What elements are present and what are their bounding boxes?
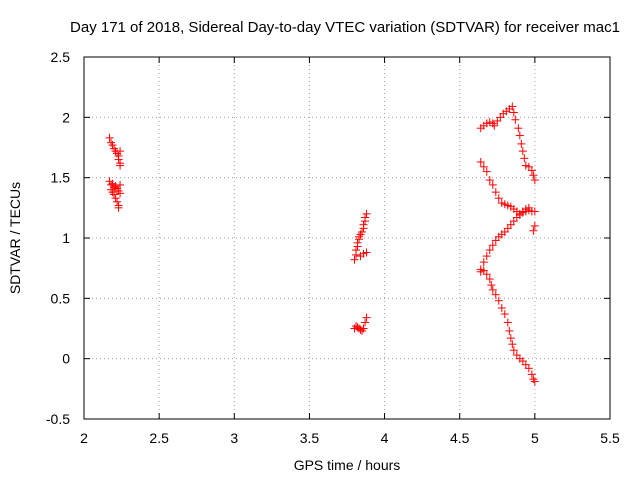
data-point — [482, 252, 491, 261]
data-point — [529, 171, 538, 180]
data-point — [361, 213, 370, 222]
data-point — [116, 180, 125, 189]
data-point — [114, 155, 123, 164]
data-point — [479, 258, 488, 267]
data-point — [485, 275, 494, 284]
y-tick-label: 0 — [62, 351, 70, 367]
data-point — [530, 207, 539, 216]
data-point — [508, 102, 517, 111]
y-tick-label: 2 — [62, 109, 70, 125]
x-tick-label: 3.5 — [300, 430, 320, 446]
data-point — [488, 241, 497, 250]
data-point — [517, 139, 526, 148]
y-tick-label: -0.5 — [46, 411, 70, 427]
data-point — [500, 310, 509, 319]
data-point — [503, 318, 512, 327]
x-tick-label: 4.5 — [450, 430, 470, 446]
data-point — [485, 176, 494, 185]
data-point — [479, 162, 488, 171]
data-point — [524, 203, 533, 212]
data-point — [358, 227, 367, 236]
data-point — [511, 115, 520, 124]
data-point — [530, 377, 539, 386]
data-point — [111, 194, 120, 203]
data-point — [524, 364, 533, 373]
plot-frame — [83, 56, 611, 420]
data-point — [116, 189, 125, 198]
data-point — [105, 133, 114, 142]
x-tick-label: 5.5 — [600, 430, 620, 446]
data-point — [508, 340, 517, 349]
data-point — [520, 154, 529, 163]
data-point — [518, 147, 527, 156]
x-tick-label: 2 — [80, 430, 88, 446]
data-point — [482, 270, 491, 279]
data-point — [491, 188, 500, 197]
data-point — [362, 313, 371, 322]
data-point — [108, 141, 117, 150]
data-point — [509, 346, 518, 355]
x-tick-label: 4 — [381, 430, 389, 446]
data-point — [514, 124, 523, 133]
y-tick-label: 0.5 — [51, 290, 71, 306]
data-point — [362, 209, 371, 218]
data-point — [497, 303, 506, 312]
data-point — [362, 248, 371, 257]
data-point — [361, 318, 370, 327]
data-point — [485, 246, 494, 255]
data-point — [476, 157, 485, 166]
data-point — [527, 370, 536, 379]
data-point — [488, 180, 497, 189]
y-tick-label: 2.5 — [51, 49, 71, 65]
data-point — [352, 246, 361, 255]
data-point — [490, 121, 499, 130]
data-point — [530, 221, 539, 230]
x-tick-label: 2.5 — [149, 430, 169, 446]
y-tick-label: 1 — [62, 230, 70, 246]
data-point — [114, 203, 123, 212]
data-point — [494, 194, 503, 203]
data-point — [110, 183, 119, 192]
data-point — [482, 167, 491, 176]
data-point — [359, 220, 368, 229]
y-tick-label: 1.5 — [51, 170, 71, 186]
data-point — [487, 281, 496, 290]
grid-lines — [84, 57, 610, 419]
data-point — [350, 255, 359, 264]
data-point — [494, 296, 503, 305]
data-point — [353, 238, 362, 247]
data-points — [105, 102, 539, 386]
chart-title: Day 171 of 2018, Sidereal Day-to-day VTE… — [70, 19, 620, 36]
data-point — [506, 334, 515, 343]
x-tick-label: 3 — [230, 430, 238, 446]
data-point — [505, 326, 514, 335]
data-point — [530, 176, 539, 185]
data-point — [527, 166, 536, 175]
data-point — [116, 147, 125, 156]
data-point — [113, 197, 122, 206]
x-axis-label: GPS time / hours — [294, 457, 401, 473]
y-axis-label: SDTVAR / TECUs — [7, 182, 23, 294]
data-point — [529, 226, 538, 235]
data-point — [110, 190, 119, 199]
x-tick-label: 5 — [531, 430, 539, 446]
data-point — [116, 161, 125, 170]
data-point — [359, 324, 368, 333]
data-point — [509, 108, 518, 117]
data-point — [491, 290, 500, 299]
data-point — [488, 285, 497, 294]
data-point — [515, 131, 524, 140]
axis-ticks: 2 2.5 3 3.5 4 4.5 5 5.5 -0.5 0 0.5 1 1.5 2 2.5 — [46, 49, 620, 446]
